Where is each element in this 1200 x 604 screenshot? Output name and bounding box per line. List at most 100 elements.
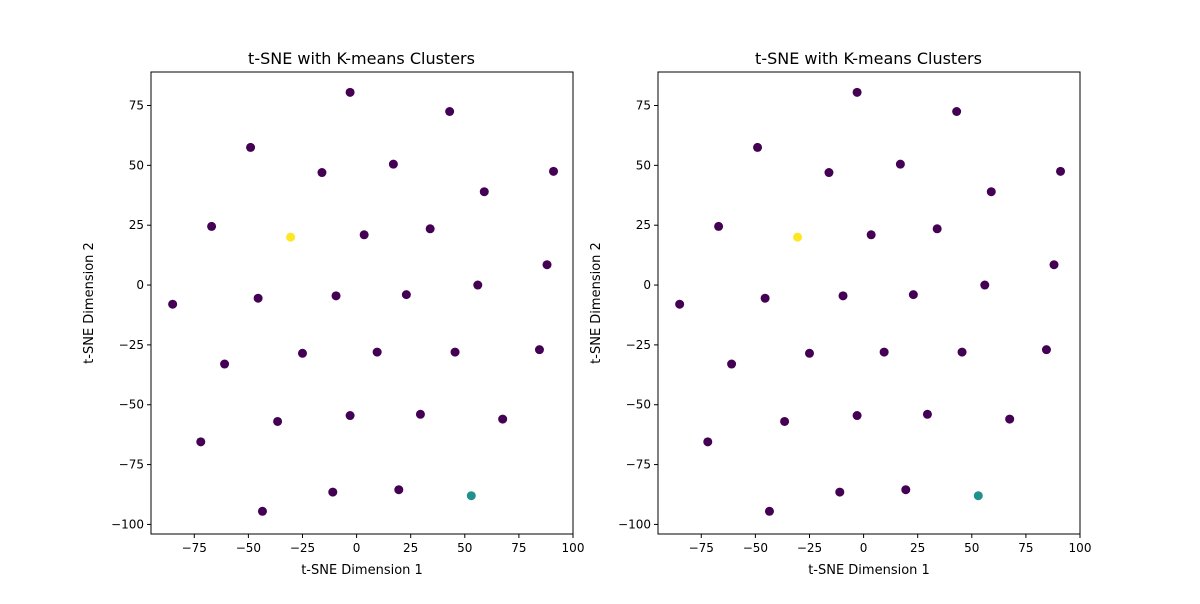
x-tick-label: −75 <box>182 541 207 555</box>
scatter-point <box>753 142 763 152</box>
scatter-point <box>466 491 476 501</box>
scatter-point <box>675 299 685 309</box>
x-tick-label: 100 <box>1069 541 1092 555</box>
scatter-point <box>450 347 460 357</box>
scatter-point <box>196 437 206 447</box>
axis-ticks: −75 −50 −25 0 25 50 75 100 75 50 25 0 −25 −50 −75 −100 <box>111 99 584 555</box>
scatter-point <box>317 168 327 178</box>
scatter-point <box>866 230 876 240</box>
y-tick-label: −75 <box>119 458 144 472</box>
scatter-point <box>838 291 848 301</box>
scatter-point <box>498 414 508 424</box>
scatter-point <box>986 187 996 197</box>
x-tick-label: 25 <box>403 541 418 555</box>
right-scatter-panel: t-SNE with K-means Clusters −75 −50 −25 0 25… <box>589 49 1091 578</box>
scatter-point <box>895 159 905 169</box>
scatter-point <box>764 506 774 516</box>
scatter-point <box>273 416 283 426</box>
x-tick-label: −75 <box>689 541 714 555</box>
x-axis-label: t-SNE Dimension 1 <box>301 563 423 578</box>
plot-frame <box>150 71 574 535</box>
scatter-point <box>760 293 770 303</box>
x-tick-label: −25 <box>797 541 822 555</box>
scatter-point <box>1049 260 1059 270</box>
y-tick-label: 0 <box>136 278 144 292</box>
scatter-point <box>286 232 296 242</box>
x-tick-label: 50 <box>964 541 979 555</box>
x-tick-label: 0 <box>860 541 868 555</box>
scatter-point <box>542 260 552 270</box>
scatter-point <box>445 106 455 116</box>
scatter-point <box>957 347 967 357</box>
scatter-point <box>727 359 737 369</box>
scatter-point <box>852 411 862 421</box>
scatter-point <box>952 106 962 116</box>
y-tick-label: −100 <box>111 517 144 531</box>
y-tick-label: −75 <box>626 458 651 472</box>
scatter-point <box>207 221 217 231</box>
scatter-point <box>415 409 425 419</box>
scatter-point <box>473 280 483 290</box>
scatter-point <box>901 485 911 495</box>
chart-title: t-SNE with K-means Clusters <box>248 49 475 68</box>
scatter-point <box>549 166 559 176</box>
scatter-point <box>168 299 178 309</box>
scatter-point <box>257 506 267 516</box>
scatter-point <box>824 168 834 178</box>
x-tick-label: −25 <box>290 541 315 555</box>
scatter-point <box>703 437 713 447</box>
scatter-point <box>401 290 411 300</box>
scatter-point <box>345 411 355 421</box>
scatter-point <box>714 221 724 231</box>
scatter-point <box>253 293 263 303</box>
scatter-point <box>331 291 341 301</box>
scatter-point <box>394 485 404 495</box>
scatter-point <box>246 142 256 152</box>
scatter-point <box>479 187 489 197</box>
plot-frame <box>657 71 1081 535</box>
scatter-point <box>852 87 862 97</box>
scatter-point <box>372 347 382 357</box>
x-tick-label: 75 <box>511 541 526 555</box>
left-scatter-panel: t-SNE with K-means Clusters −75 −50 −25 0 25… <box>82 49 584 578</box>
y-tick-label: 75 <box>636 99 651 113</box>
scatter-points <box>168 87 559 516</box>
y-tick-label: −50 <box>626 398 651 412</box>
scatter-point <box>908 290 918 300</box>
y-tick-label: 25 <box>129 218 144 232</box>
x-tick-label: −50 <box>236 541 261 555</box>
scatter-point <box>980 280 990 290</box>
y-tick-label: −50 <box>119 398 144 412</box>
scatter-point <box>425 224 435 234</box>
scatter-point <box>793 232 803 242</box>
x-tick-label: 100 <box>562 541 585 555</box>
y-tick-label: 50 <box>636 158 651 172</box>
scatter-point <box>922 409 932 419</box>
axis-ticks: −75 −50 −25 0 25 50 75 100 75 50 25 0 −25 −50 −75 −100 <box>618 99 1091 555</box>
scatter-point <box>297 348 307 358</box>
y-tick-label: −100 <box>618 517 651 531</box>
scatter-point <box>220 359 230 369</box>
scatter-point <box>835 487 845 497</box>
x-tick-label: −50 <box>743 541 768 555</box>
x-tick-label: 0 <box>353 541 361 555</box>
scatter-point <box>328 487 338 497</box>
scatter-point <box>973 491 983 501</box>
x-axis-label: t-SNE Dimension 1 <box>808 563 930 578</box>
y-axis-label: t-SNE Dimension 2 <box>589 242 604 364</box>
scatter-point <box>932 224 942 234</box>
x-tick-label: 75 <box>1018 541 1033 555</box>
scatter-point <box>345 87 355 97</box>
scatter-point <box>1056 166 1066 176</box>
y-tick-label: 0 <box>643 278 651 292</box>
scatter-point <box>534 345 544 355</box>
y-tick-label: 75 <box>129 99 144 113</box>
scatter-point <box>804 348 814 358</box>
y-tick-label: −25 <box>119 338 144 352</box>
scatter-point <box>388 159 398 169</box>
y-tick-label: 50 <box>129 158 144 172</box>
scatter-point <box>879 347 889 357</box>
x-tick-label: 25 <box>910 541 925 555</box>
